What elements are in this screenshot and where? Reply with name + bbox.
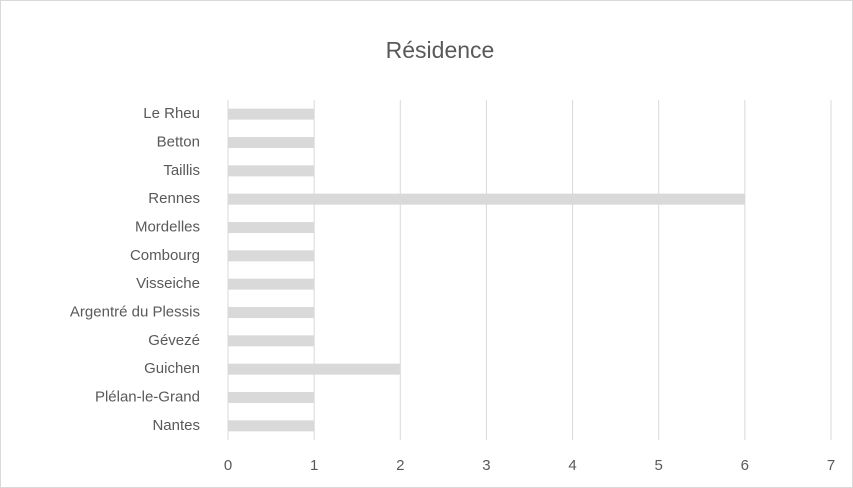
bar xyxy=(228,137,315,148)
y-tick-label: Mordelles xyxy=(135,218,200,235)
bar xyxy=(228,108,315,120)
bar xyxy=(228,307,315,318)
x-tick-label: 6 xyxy=(741,457,749,474)
bar xyxy=(228,392,315,403)
bar xyxy=(228,420,315,432)
bar xyxy=(228,222,315,233)
x-tick-label: 5 xyxy=(655,457,663,474)
x-tick-label: 7 xyxy=(827,457,835,474)
x-tick-label: 1 xyxy=(310,457,318,474)
y-tick-label: Guichen xyxy=(144,360,200,377)
bar xyxy=(228,165,315,177)
y-tick-label: Combourg xyxy=(130,247,200,264)
y-tick-label: Gévezé xyxy=(148,332,200,349)
bar xyxy=(228,193,745,205)
y-tick-label: Argentré du Plessis xyxy=(70,303,200,320)
y-tick-label: Taillis xyxy=(163,162,200,179)
x-tick-label: 0 xyxy=(224,457,232,474)
x-tick-label: 3 xyxy=(482,457,490,474)
y-tick-label: Le Rheu xyxy=(143,105,200,122)
y-tick-label: Rennes xyxy=(148,190,200,207)
bar xyxy=(228,335,315,347)
x-tick-label: 4 xyxy=(568,457,576,474)
x-tick-label: 2 xyxy=(396,457,404,474)
y-tick-label: Plélan-le-Grand xyxy=(95,388,200,405)
bar xyxy=(228,278,315,290)
bar xyxy=(228,250,315,262)
chart-title: Résidence xyxy=(386,37,495,63)
y-tick-label: Betton xyxy=(157,133,200,150)
bar xyxy=(228,363,401,375)
y-tick-label: Visseiche xyxy=(136,275,200,292)
y-tick-label: Nantes xyxy=(152,417,200,434)
